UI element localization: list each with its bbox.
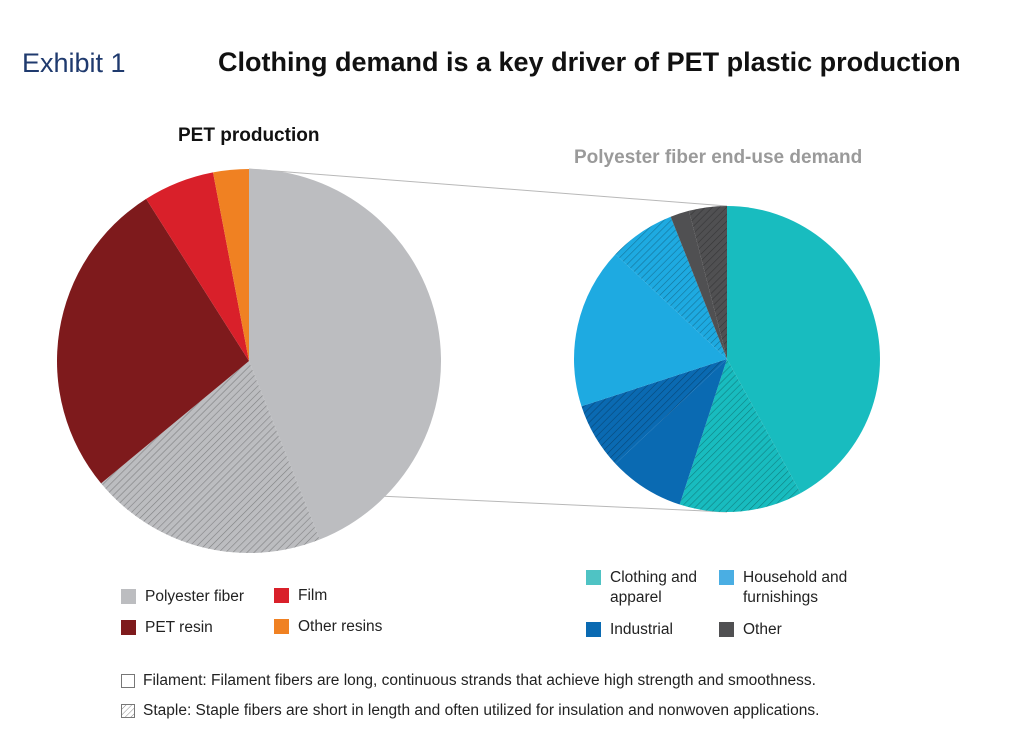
legend-label: Household and furnishings <box>743 569 848 606</box>
legend-swatch <box>121 620 136 635</box>
legend-swatch <box>719 570 734 585</box>
pet-production-title: PET production <box>178 125 320 146</box>
legend-swatch <box>586 570 601 585</box>
chart-title: Clothing demand is a key driver of PET p… <box>218 47 961 77</box>
slice-polyester-fiber-filament <box>249 169 442 540</box>
legend-label: PET resin <box>145 619 213 636</box>
legend-label: Other <box>743 621 782 638</box>
legend-label: Polyester fiber <box>145 588 245 605</box>
slice-household-and-furnishings-filament <box>574 254 727 407</box>
legend-swatch <box>274 619 289 634</box>
slice-polyester-fiber-staple-hatch <box>101 361 320 554</box>
slice-clothing-and-apparel-staple-hatch <box>679 359 801 512</box>
slice-other-resins <box>213 169 249 361</box>
legend-label: Other resins <box>298 618 383 635</box>
slice-household-and-furnishings-staple-hatch <box>615 216 727 359</box>
slice-film <box>146 172 249 361</box>
legend-swatch <box>121 589 136 604</box>
legend-swatch <box>586 622 601 637</box>
legend-label: Clothing and apparel <box>610 569 698 606</box>
filament-note-text: Filament: Filament fibers are long, cont… <box>143 672 816 689</box>
slice-clothing-and-apparel-filament <box>727 206 880 494</box>
slice-industrial-staple-hatch <box>581 359 727 464</box>
fiber-demand-pie <box>574 206 880 512</box>
slice-industrial-filament <box>615 359 727 505</box>
filament-swatch <box>121 674 135 688</box>
staple-swatch <box>121 704 135 718</box>
staple-note-text: Staple: Staple fibers are short in lengt… <box>143 702 820 719</box>
fiber-demand-title: Polyester fiber end-use demand <box>574 147 863 168</box>
slice-other-filament <box>670 210 727 359</box>
legend-swatch <box>719 622 734 637</box>
slice-pet-resin <box>56 198 249 484</box>
connector-top <box>248 168 728 207</box>
exhibit-label: Exhibit 1 <box>22 48 126 78</box>
legend-label: Industrial <box>610 621 673 638</box>
legend-swatch <box>274 588 289 603</box>
slice-other-staple-hatch <box>688 206 727 359</box>
legend-label: Film <box>298 587 328 604</box>
pet-production-pie <box>56 169 442 554</box>
